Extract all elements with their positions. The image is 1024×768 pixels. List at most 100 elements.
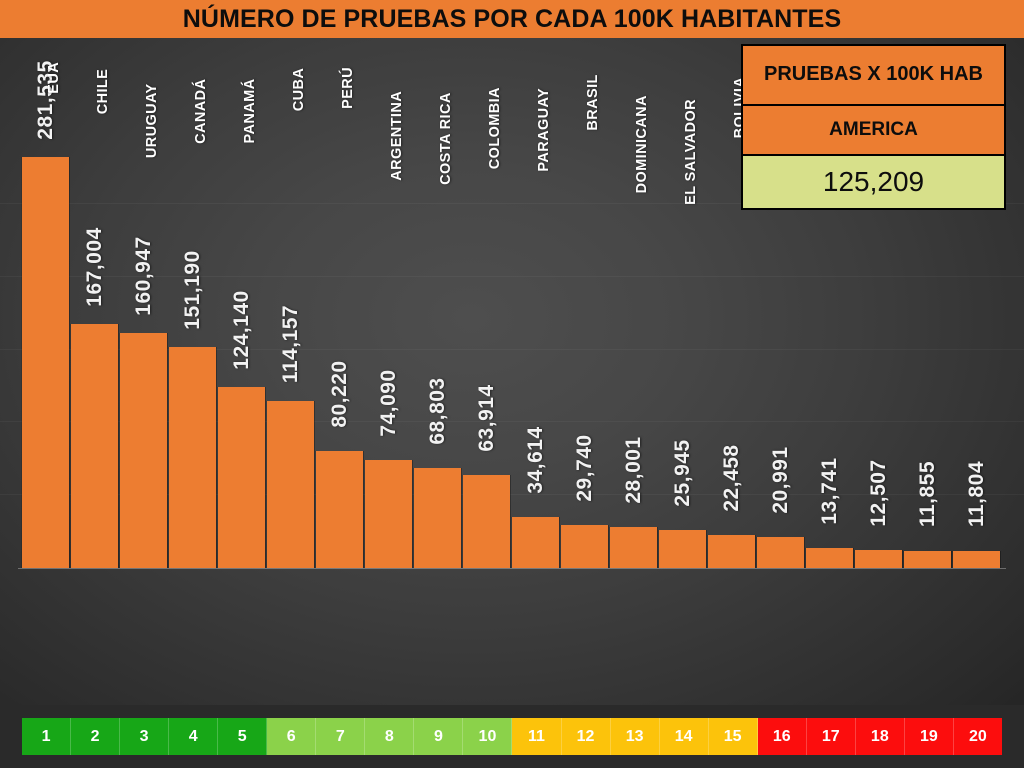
bar[interactable] [463,475,510,568]
bar-group: 20,991GUATEMALA [757,38,804,568]
rank-cell[interactable]: 11 [512,718,562,755]
category-label: CANADÁ [192,78,209,144]
bar[interactable] [561,525,608,568]
legend-header: PRUEBAS X 100K HAB [743,46,1004,106]
category-label: BRASIL [584,74,601,131]
category-label: ARGENTINA [388,90,405,181]
bar-value-label: 20,991 [768,446,792,514]
bar[interactable] [71,324,118,568]
bar[interactable] [610,527,657,568]
rank-cell[interactable]: 16 [757,718,807,755]
rank-cell[interactable]: 10 [463,718,513,755]
legend-box: PRUEBAS X 100K HAB AMERICA 125,209 [741,44,1006,210]
bar-group: 281,535 EUA [22,38,69,568]
rank-cell[interactable]: 19 [904,718,954,755]
bar-group: 124,140 PANAMÁ [218,38,265,568]
bar-value-label: 11,855 [915,460,939,528]
rank-cell[interactable]: 12 [561,718,611,755]
rank-cell[interactable]: 9 [414,718,464,755]
bar-value-label: 13,741 [817,457,841,525]
bar[interactable] [414,468,461,568]
bar[interactable] [316,451,363,568]
bar[interactable] [806,548,853,568]
category-label: PARAGUAY [535,87,552,172]
rank-cell[interactable]: 3 [120,718,170,755]
rank-cell[interactable]: 15 [708,718,758,755]
bar-value-label: 167,004 [82,227,106,307]
bar[interactable] [953,551,1000,568]
bar-value-label: 80,220 [327,360,351,428]
bar-group: 74,090 ARGENTINA [365,38,412,568]
axis-baseline [18,568,1006,569]
rank-cell[interactable]: 8 [365,718,415,755]
category-label: COLOMBIA [486,87,503,170]
rank-cell[interactable]: 20 [953,718,1002,755]
bar[interactable] [267,401,314,568]
page-title: NÚMERO DE PRUEBAS POR CADA 100K HABITANT… [182,4,842,33]
category-label: EUA [45,61,62,94]
bar-group: 12,507HONDURAS [855,38,902,568]
rank-strip: 1 2 3 4 5 6 7 8 9 10 11 12 13 14 15 16 17 18 19 20 [22,718,1002,755]
rank-cell[interactable]: 1 [22,718,72,755]
bar-value-label: 124,140 [229,290,253,370]
bar[interactable] [120,333,167,568]
bar-group: 25,945 EL SALVADOR [659,38,706,568]
category-label: COSTA RICA [437,92,454,185]
bar-group: 68,803 COSTA RICA [414,38,461,568]
rank-cell[interactable]: 14 [659,718,709,755]
bar-group: 114,157 CUBA [267,38,314,568]
bar-group: 160,947 URUGUAY [120,38,167,568]
title-band: NÚMERO DE PRUEBAS POR CADA 100K HABITANT… [0,0,1024,38]
gridline [0,276,1024,277]
rank-cell[interactable]: 4 [169,718,219,755]
bar[interactable] [169,347,216,568]
bar-value-label: 12,507 [866,459,890,527]
bar-group: 151,190 CANADÁ [169,38,216,568]
bar-group: 22,458 BOLIVIA [708,38,755,568]
category-label: URUGUAY [143,83,160,159]
legend-region-label: AMERICA [743,106,1004,156]
bar-value-label: 114,157 [278,304,302,384]
bar-series: 281,535 EUA 167,004 CHILE 160,947 URUGUAY 151,… [0,38,1024,705]
bar-group: 167,004 CHILE [71,38,118,568]
bar[interactable] [708,535,755,568]
bar-value-label: 63,914 [474,384,498,452]
bar-value-label: 74,090 [376,369,400,437]
rank-cell[interactable]: 6 [267,718,317,755]
bar-value-label: 25,945 [670,439,694,507]
bar-group: 13,741ECUADOR [806,38,853,568]
bar-group: 11,804MEXICO [953,38,1000,568]
bar[interactable] [904,551,951,568]
bar[interactable] [365,460,412,568]
bar-group: 63,914 COLOMBIA [463,38,510,568]
category-label: EL SALVADOR [682,98,699,205]
rank-cell[interactable]: 18 [855,718,905,755]
category-label: CHILE [94,68,111,115]
bar[interactable] [22,157,69,568]
bar-group: 34,614 PARAGUAY [512,38,559,568]
rank-cell[interactable]: 7 [316,718,366,755]
legend-region-value: 125,209 [743,156,1004,208]
bar[interactable] [218,387,265,568]
category-label: DOMINICANA [633,95,650,194]
gridline [0,421,1024,422]
bar-group: 11,855VENEZUELA [904,38,951,568]
bar-group: 28,001 DOMINICANA [610,38,657,568]
gridline [0,494,1024,495]
rank-cell[interactable]: 5 [218,718,268,755]
gridline [0,349,1024,350]
bar[interactable] [855,550,902,568]
bar[interactable] [757,537,804,568]
bar-value-label: 68,803 [425,377,449,445]
bar-value-label: 160,947 [131,236,155,316]
rank-cell[interactable]: 13 [610,718,660,755]
rank-cell[interactable]: 2 [71,718,121,755]
bar[interactable] [659,530,706,568]
bar-value-label: 28,001 [621,436,645,504]
bar-value-label: 11,804 [964,460,988,528]
bar-value-label: 34,614 [523,426,547,494]
bar[interactable] [512,517,559,568]
bar-value-label: 151,190 [180,250,204,330]
rank-cell[interactable]: 17 [806,718,856,755]
